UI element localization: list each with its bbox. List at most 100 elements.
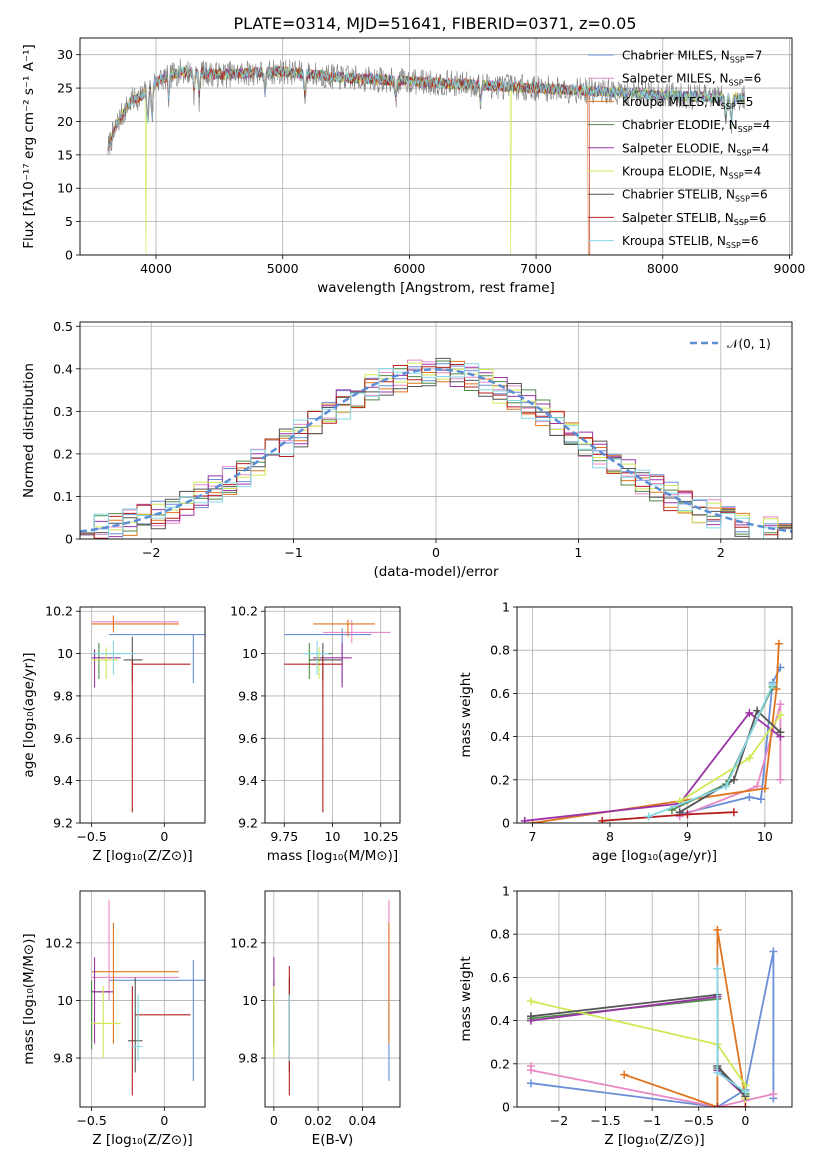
tick-label-y: 10.2 — [45, 604, 73, 619]
series-marker — [769, 1090, 778, 1099]
data-point — [123, 636, 143, 682]
residual-legend: 𝒩(0, 1) — [690, 337, 771, 351]
series-marker — [774, 639, 783, 648]
tick-label-x: −2 — [550, 1113, 568, 1128]
tick-label-y: 0.2 — [53, 446, 73, 461]
x-axis-label: wavelength [Angstrom, rest frame] — [317, 280, 555, 296]
x-axis-label: Z [log₁₀(Z/Z⊙)] — [92, 1132, 192, 1148]
tick-label-y: 1 — [502, 884, 510, 899]
tick-label-x: 0.02 — [304, 1113, 332, 1128]
axes-frame — [79, 606, 206, 824]
tick-label-x: 9 — [683, 829, 691, 844]
data-point — [91, 615, 179, 633]
data-point — [127, 977, 143, 1073]
tick-label-y: 0.8 — [490, 927, 510, 942]
series-marker — [776, 728, 785, 737]
legend-label: Salpeter STELIB, NSSP=6 — [622, 211, 766, 227]
tick-label-x: −1 — [284, 545, 302, 560]
axes-weight-vs-Z: −2 −1.5 −1 −0.5 0 0 0.2 0.4 0.6 0.8 1 Z [log₁₀(Z/Z⊙… — [458, 884, 793, 1148]
data-point — [303, 643, 333, 679]
tick-label-x: 0 — [160, 829, 168, 844]
series-marker — [620, 1070, 629, 1079]
tick-label-y: 9.8 — [238, 1051, 258, 1066]
tick-label-y: 0.4 — [53, 361, 73, 376]
tick-label-y: 10.2 — [230, 604, 258, 619]
axes-frame — [264, 606, 401, 824]
tick-label-x: −2 — [142, 545, 160, 560]
grid-residuals — [80, 322, 792, 540]
tick-label-x: 2 — [717, 545, 725, 560]
tick-label-y: 0.6 — [490, 686, 510, 701]
tick-label-y: 10.2 — [45, 935, 73, 950]
x-axis-label: Z [log₁₀(Z/Z⊙)] — [604, 1132, 704, 1148]
legend-label: Salpeter ELODIE, NSSP=4 — [622, 141, 769, 157]
axes-frame — [79, 890, 206, 1108]
series-marker — [683, 810, 692, 819]
data-point — [109, 960, 205, 1082]
axes-frame — [79, 37, 793, 256]
plot-area-spectrum — [107, 58, 746, 255]
plot-area-weight-vs-age — [520, 639, 785, 823]
tick-label-y: 9.6 — [53, 731, 73, 746]
y-axis-label: age [log₁₀(age/yr)] — [21, 652, 37, 777]
tick-label-y: 9.8 — [53, 688, 73, 703]
tick-label-y: 10 — [57, 646, 73, 661]
data-point — [309, 643, 343, 682]
tick-label-y: 10 — [242, 646, 258, 661]
tick-label-y: 0 — [502, 816, 510, 831]
axes-frame — [516, 890, 793, 1108]
tick-label-y: 0.2 — [490, 772, 510, 787]
series-marker — [776, 775, 785, 784]
data-point — [91, 957, 114, 1044]
data-point — [313, 619, 375, 637]
tick-label-x: 0 — [432, 545, 440, 560]
data-point — [109, 633, 205, 684]
tick-label-y: 15 — [57, 147, 73, 162]
legend-label: Chabrier MILES, NSSP=7 — [622, 49, 762, 65]
series-marker — [713, 1103, 722, 1107]
tick-label-y: 9.8 — [238, 688, 258, 703]
data-point — [91, 615, 179, 629]
series-marker — [526, 1012, 535, 1021]
tick-label-x: 0 — [160, 1113, 168, 1128]
tick-label-x: 0.04 — [348, 1113, 376, 1128]
tick-label-y: 10.2 — [230, 935, 258, 950]
tick-label-y: 0.6 — [490, 970, 510, 985]
tick-label-y: 9.6 — [238, 731, 258, 746]
tick-label-y: 9.4 — [238, 773, 258, 788]
tick-label-x: 5000 — [267, 261, 299, 276]
tick-label-y: 0.5 — [53, 319, 73, 334]
y-axis-label: Normed distribution — [21, 363, 37, 498]
tick-label-y: 0 — [65, 532, 73, 547]
y-axis-label: mass weight — [458, 956, 474, 1041]
spectrum-model-line — [107, 66, 745, 255]
plot-area-age-vs-mass — [284, 619, 391, 813]
axes-residuals: −2 −1 0 1 2 0 0.1 0.2 0.3 0.4 0.5 (data-model)/erro… — [21, 319, 793, 580]
tick-label-x: −1 — [643, 1113, 661, 1128]
grid-age-vs-Z — [80, 607, 205, 824]
grid-age-vs-mass — [265, 607, 400, 824]
tick-label-y: 0 — [502, 1100, 510, 1115]
data-point — [284, 657, 343, 813]
subplots: 4000 5000 6000 7000 8000 9000051015202530wave… — [21, 37, 806, 1148]
x-axis-label: age [log₁₀(age/yr)] — [592, 848, 717, 864]
legend-label: Kroupa MILES, NSSP=5 — [622, 95, 753, 111]
legend-label: Chabrier ELODIE, NSSP=4 — [622, 118, 770, 134]
axes-frame — [516, 606, 793, 824]
tick-label-y: 10 — [57, 181, 73, 196]
axes-mass-vs-ebv: 0 0.02 0.04 9.8 10 10.2 E(B-V) — [230, 890, 401, 1148]
tick-label-x: 9000 — [774, 261, 806, 276]
axes-mass-vs-Z: −0.5 0 9.8 10 10.2 Z [log₁₀(Z/Z⊙)] mass [log₁₀… — [21, 890, 206, 1148]
axes-spectrum: 4000 5000 6000 7000 8000 9000 0 5 10 15 20 25 30 wave… — [21, 37, 806, 296]
series-marker — [768, 680, 777, 689]
tick-label-x: 1 — [574, 545, 582, 560]
tick-label-x: 8 — [606, 829, 614, 844]
data-point — [322, 619, 391, 643]
data-point — [313, 643, 352, 688]
tick-label-y: 0.4 — [490, 1013, 510, 1028]
series-marker — [644, 812, 653, 821]
tick-label-x: 8000 — [647, 261, 679, 276]
data-point — [132, 994, 143, 1061]
series-line — [679, 703, 782, 818]
